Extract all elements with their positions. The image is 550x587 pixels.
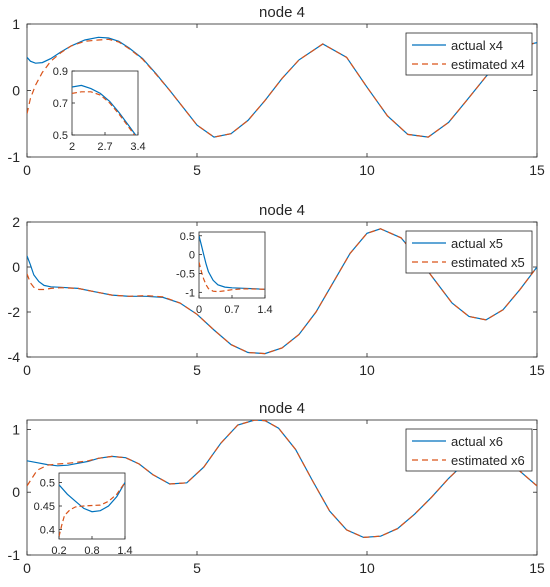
inset-plot: 0 0.7 1.4 0.5 0 -0.5 -1 [176,231,273,316]
inset-y-tick-label: 0 [189,250,195,262]
inset-plot: 2 2.7 3.4 0.9 0.7 0.5 [53,66,146,153]
y-tick-label: 1 [12,16,20,32]
inset-series-group [72,84,137,135]
x-tick-label: 0 [23,362,31,378]
inset-line-actual [59,482,125,513]
legend: actual x6 estimated x6 [405,428,533,472]
inset-x-tick-label: 0.2 [51,545,66,557]
chart-title: node 4 [259,202,305,219]
y-tick-label: 0 [12,484,20,500]
inset-series-group [59,482,125,537]
series-line-estimated [27,38,537,138]
series-line-estimated [27,420,537,539]
subplot-2: node 4 0 5 10 15 -4 -2 0 2 actual x5 estimated x5 0… [8,202,545,378]
inset-x-tick-label: 1.4 [117,545,132,557]
x-tick-label: 5 [193,362,201,378]
inset-y-tick-label: -1 [185,287,195,299]
x-tick-label: 0 [23,162,31,178]
legend-box [405,428,533,472]
inset-x-tick-label: 2 [69,141,75,153]
inset-series-group [199,235,265,293]
x-tick-label: 10 [359,362,375,378]
chart-title: node 4 [259,4,305,21]
legend-label: estimated x5 [451,255,525,270]
series-group [27,420,537,539]
inset-line-actual [199,235,265,290]
inset-line-estimated [199,262,265,293]
series-group [27,228,537,355]
y-tick-label: 1 [12,421,20,437]
inset-x-tick-label: 0.8 [84,545,99,557]
inset-x-tick-label: 2.7 [97,141,112,153]
inset-area [198,231,266,299]
y-tick-label: 2 [12,214,20,230]
y-tick-label: -1 [8,547,21,563]
y-tick-label: -1 [8,149,21,165]
chart-title: node 4 [259,400,305,417]
legend: actual x5 estimated x5 [405,230,533,274]
series-group [27,36,537,138]
series-line-actual [27,228,537,355]
inset-line-estimated [72,91,136,135]
legend-label: actual x6 [451,434,503,449]
inset-y-tick-label: 0.9 [53,66,68,78]
y-tick-label: 0 [12,259,20,275]
inset-y-tick-label: 0.4 [40,525,55,537]
x-tick-label: 15 [529,560,545,576]
x-tick-label: 5 [193,560,201,576]
legend-box [405,32,533,76]
inset-y-tick-label: 0.7 [53,98,68,110]
inset-y-tick-label: 0.5 [180,231,195,243]
inset-x-tick-label: 0.7 [224,304,239,316]
x-tick-label: 15 [529,362,545,378]
y-tick-label: -2 [8,304,21,320]
legend: actual x4 estimated x4 [405,32,533,76]
inset-line-estimated [59,482,125,537]
inset-line-actual [72,84,137,135]
legend-label: actual x5 [451,236,503,251]
x-tick-label: 10 [359,162,375,178]
x-tick-label: 0 [23,560,31,576]
inset-x-tick-label: 3.4 [130,141,145,153]
inset-y-tick-label: 0.5 [53,130,68,142]
y-tick-label: 0 [12,83,20,99]
x-tick-label: 5 [193,162,201,178]
legend-label: estimated x6 [451,453,525,468]
inset-y-tick-label: 0.5 [40,477,55,489]
inset-y-tick-label: -0.5 [176,268,195,280]
legend-label: estimated x4 [451,57,525,72]
inset-x-tick-label: 1.4 [257,304,272,316]
legend-box [405,230,533,274]
x-tick-label: 15 [529,162,545,178]
inset-plot: 0.2 0.8 1.4 0.5 0.45 0.4 [34,472,133,557]
inset-x-tick-label: 0 [196,304,202,316]
x-tick-label: 10 [359,560,375,576]
inset-y-tick-label: 0.45 [34,501,55,513]
y-tick-label: -4 [8,349,21,365]
legend-label: actual x4 [451,38,503,53]
